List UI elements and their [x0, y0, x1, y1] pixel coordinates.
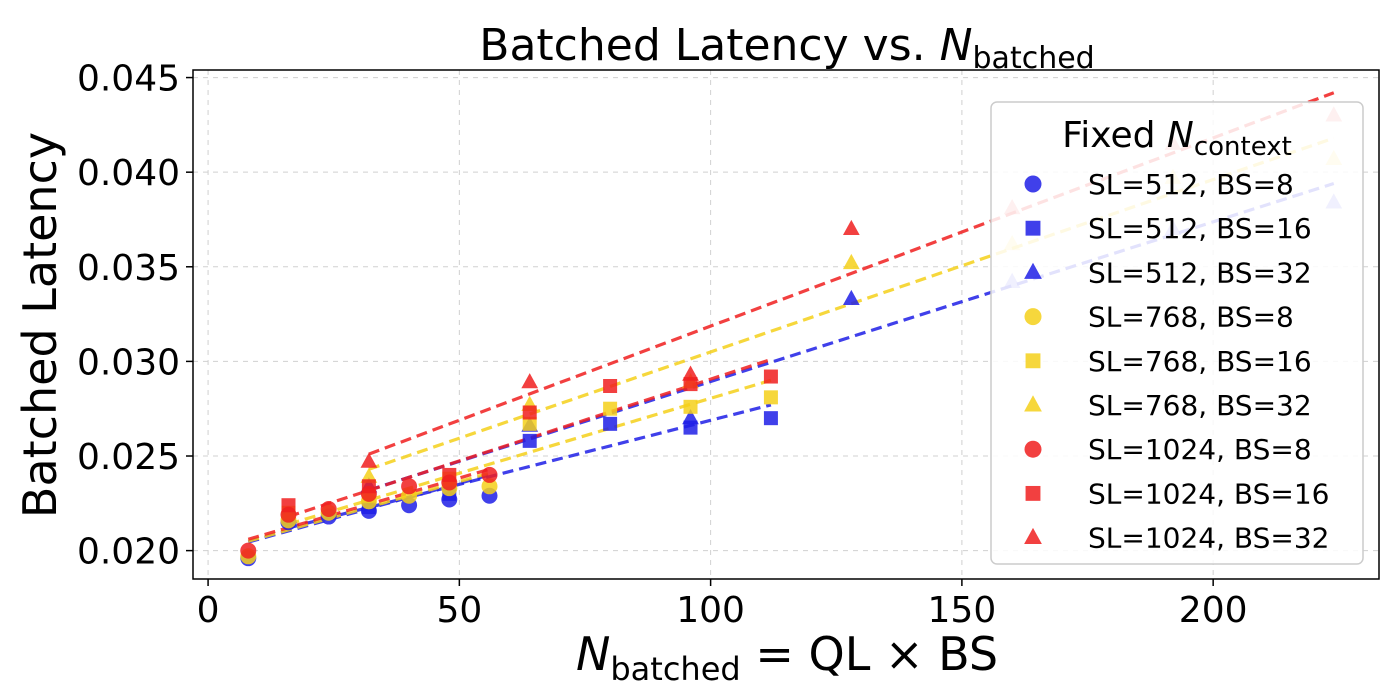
- data-point: [442, 467, 457, 482]
- legend-title-symbol: N: [1167, 115, 1194, 156]
- data-point: [763, 390, 778, 405]
- x-axis-ticks: 0 50 100 150 200: [197, 579, 1248, 631]
- legend-marker: [1024, 175, 1042, 193]
- data-point: [763, 411, 778, 426]
- data-point: [281, 498, 296, 513]
- legend-label: SL=512, BS=16: [1088, 212, 1312, 245]
- data-point: [683, 399, 698, 414]
- data-point: [361, 479, 376, 494]
- x-axis-label-subscript: batched: [610, 650, 740, 688]
- legend-items: SL=512, BS=8 SL=512, BS=16 SL=512, BS=32 SL…: [1024, 168, 1329, 555]
- data-point: [521, 373, 539, 389]
- data-point: [360, 452, 378, 468]
- data-point: [240, 542, 257, 559]
- y-tick-label: 0.035: [77, 248, 180, 289]
- x-axis-label-rest: = QL × BS: [741, 627, 998, 681]
- y-axis-label: Batched Latency: [13, 132, 67, 518]
- x-tick-label: 150: [928, 590, 997, 631]
- data-point: [763, 369, 778, 384]
- legend-marker: [1024, 527, 1042, 545]
- x-tick-label: 100: [676, 590, 745, 631]
- y-axis-ticks: 0.020 0.025 0.030 0.035 0.040 0.045: [77, 59, 193, 573]
- legend-label: SL=1024, BS=8: [1088, 433, 1312, 466]
- data-point: [842, 289, 860, 306]
- x-tick-label: 200: [1179, 590, 1248, 631]
- data-point: [682, 365, 699, 381]
- data-point: [603, 378, 618, 393]
- legend-box: [990, 101, 1364, 565]
- y-tick-label: 0.040: [77, 153, 180, 194]
- chart-title-symbol: N: [940, 20, 973, 71]
- legend-label: SL=512, BS=8: [1088, 168, 1294, 201]
- y-tick-label: 0.020: [77, 532, 180, 573]
- x-axis-label-symbol: N: [576, 627, 610, 681]
- legend-title-prefix: Fixed: [1062, 115, 1167, 156]
- chart-title: Batched Latency vs. Nbatched: [479, 20, 1094, 76]
- data-point: [842, 219, 860, 236]
- legend-label: SL=1024, BS=32: [1088, 522, 1329, 555]
- legend-marker: [1025, 220, 1041, 236]
- legend-title: Fixed Ncontext: [1062, 115, 1292, 162]
- legend-label: SL=768, BS=32: [1088, 389, 1312, 422]
- data-point: [522, 416, 537, 431]
- data-point: [603, 416, 618, 431]
- data-point: [842, 253, 860, 270]
- legend-marker: [1024, 440, 1042, 458]
- legend-label: SL=1024, BS=16: [1088, 477, 1329, 510]
- legend: Fixed Ncontext SL=512, BS=8 SL=512, BS=16…: [990, 101, 1364, 565]
- chart-title-text: Batched Latency vs.: [479, 20, 939, 71]
- data-point: [401, 478, 418, 495]
- data-point: [481, 466, 498, 483]
- data-point: [481, 478, 498, 495]
- data-point: [360, 467, 378, 483]
- y-tick-label: 0.030: [77, 342, 180, 383]
- data-point: [320, 500, 337, 517]
- x-tick-label: 0: [197, 590, 220, 631]
- data-point: [522, 405, 537, 420]
- legend-label: SL=768, BS=8: [1088, 301, 1294, 334]
- x-axis-label: Nbatched = QL × BS: [576, 627, 998, 688]
- legend-marker: [1025, 485, 1041, 501]
- legend-marker: [1025, 353, 1041, 369]
- y-tick-label: 0.025: [77, 437, 180, 478]
- data-point: [682, 409, 699, 425]
- legend-marker: [1024, 308, 1042, 326]
- legend-marker: [1024, 395, 1042, 412]
- legend-label: SL=768, BS=16: [1088, 345, 1312, 378]
- plot-frame: [192, 69, 1380, 580]
- data-point: [603, 401, 618, 416]
- legend-label: SL=512, BS=32: [1088, 256, 1312, 289]
- data-point: [522, 433, 537, 448]
- legend-marker: [1024, 262, 1042, 279]
- legend-title-subscript: context: [1194, 132, 1292, 162]
- y-tick-label: 0.045: [77, 59, 180, 100]
- x-tick-label: 50: [436, 590, 482, 631]
